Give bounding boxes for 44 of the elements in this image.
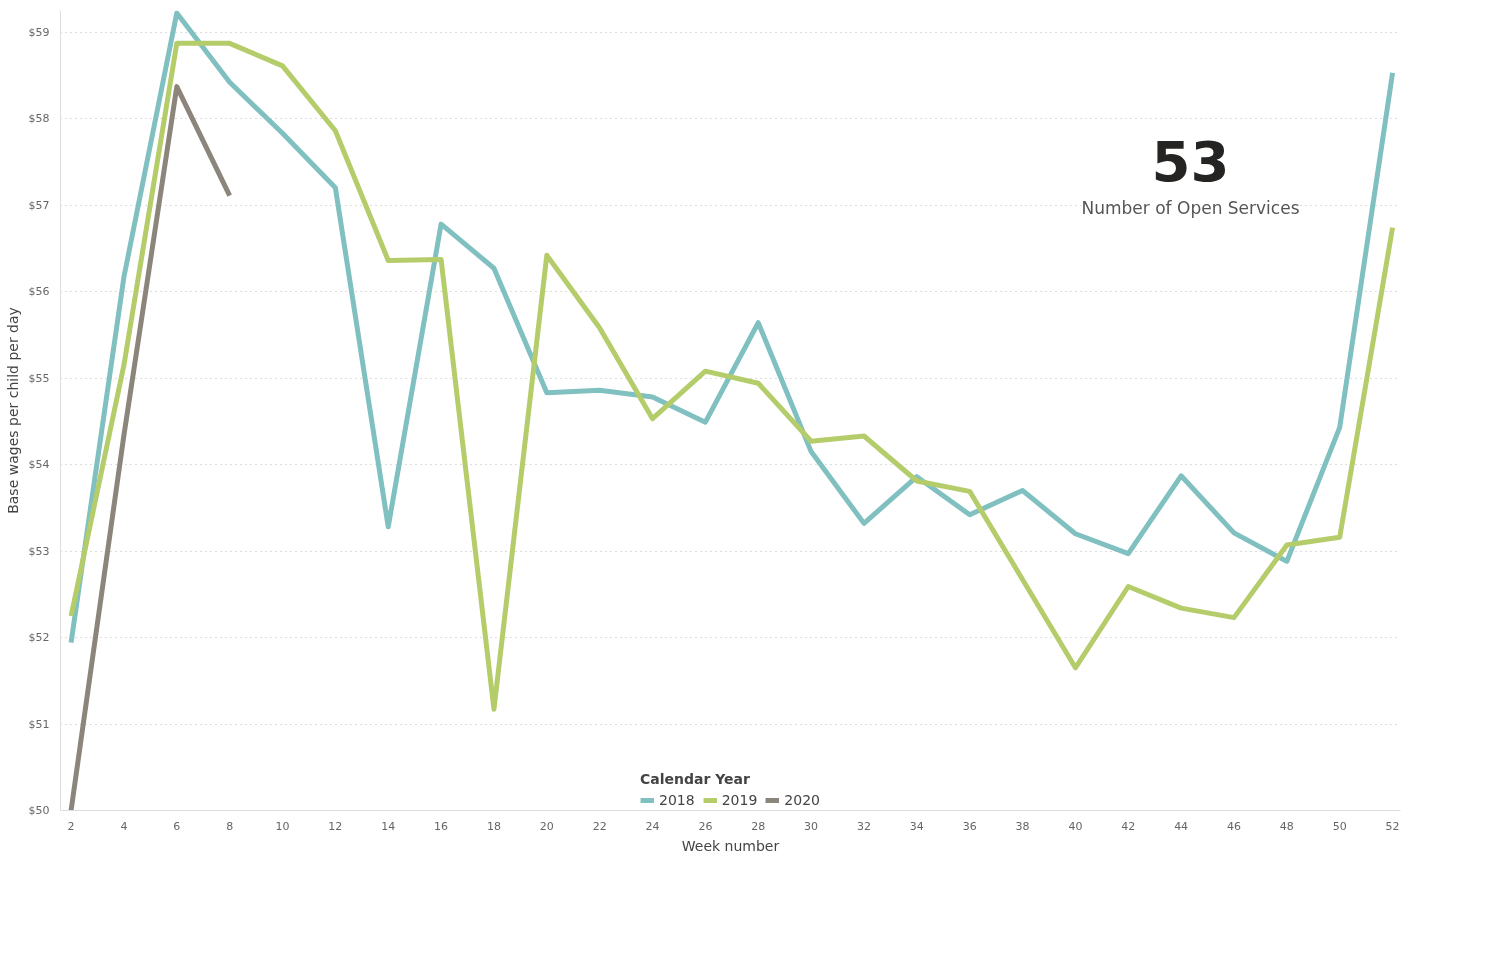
y-tick-label: $53 bbox=[28, 544, 50, 558]
x-tick-label: 2 bbox=[67, 819, 75, 833]
x-tick-label: 24 bbox=[645, 819, 660, 833]
legend-label: 2018 bbox=[659, 792, 695, 808]
x-tick-label: 42 bbox=[1121, 819, 1136, 833]
x-tick-label: 44 bbox=[1174, 819, 1189, 833]
x-tick-label: 48 bbox=[1279, 819, 1294, 833]
x-tick-label: 6 bbox=[173, 819, 181, 833]
x-tick-label: 32 bbox=[856, 819, 871, 833]
y-tick-label: $51 bbox=[28, 717, 50, 731]
x-tick-label: 12 bbox=[328, 819, 343, 833]
x-tick-label: 40 bbox=[1068, 819, 1083, 833]
x-tick-label: 36 bbox=[962, 819, 977, 833]
annotation: Number of Open Services bbox=[1081, 197, 1300, 218]
y-tick-label: $54 bbox=[28, 458, 50, 472]
x-tick-label: 18 bbox=[486, 819, 501, 833]
legend-label: 2019 bbox=[721, 792, 758, 808]
y-tick-label: $57 bbox=[28, 198, 50, 212]
x-tick-label: 46 bbox=[1226, 819, 1241, 833]
x-tick-label: 38 bbox=[1015, 819, 1030, 833]
x-tick-label: 10 bbox=[275, 819, 290, 833]
y-tick-label: $56 bbox=[28, 285, 50, 299]
x-tick-label: 16 bbox=[434, 819, 449, 833]
y-tick-label: $58 bbox=[28, 112, 50, 126]
x-tick-label: 28 bbox=[751, 819, 766, 833]
x-tick-label: 26 bbox=[698, 819, 713, 833]
annotation: 53 bbox=[1151, 128, 1230, 194]
y-tick-label: $59 bbox=[28, 25, 50, 39]
y-tick-label: $50 bbox=[28, 804, 50, 817]
x-tick-label: 22 bbox=[592, 819, 607, 833]
x-tick-label: 52 bbox=[1385, 819, 1400, 833]
y-tick-label: $52 bbox=[28, 631, 50, 645]
x-tick-label: 30 bbox=[804, 819, 819, 833]
legend-title: Calendar Year bbox=[640, 771, 751, 787]
y-axis-title: Base wages per child per day bbox=[4, 307, 21, 514]
x-tick-label: 34 bbox=[909, 819, 924, 833]
x-tick-label: 4 bbox=[120, 819, 128, 833]
x-tick-label: 50 bbox=[1332, 819, 1347, 833]
legend-label: 2020 bbox=[784, 792, 820, 808]
x-tick-label: 20 bbox=[539, 819, 554, 833]
x-tick-label: 14 bbox=[381, 819, 396, 833]
x-axis-title: Week number bbox=[681, 837, 780, 854]
y-tick-label: $55 bbox=[28, 371, 50, 385]
x-tick-label: 8 bbox=[226, 819, 234, 833]
